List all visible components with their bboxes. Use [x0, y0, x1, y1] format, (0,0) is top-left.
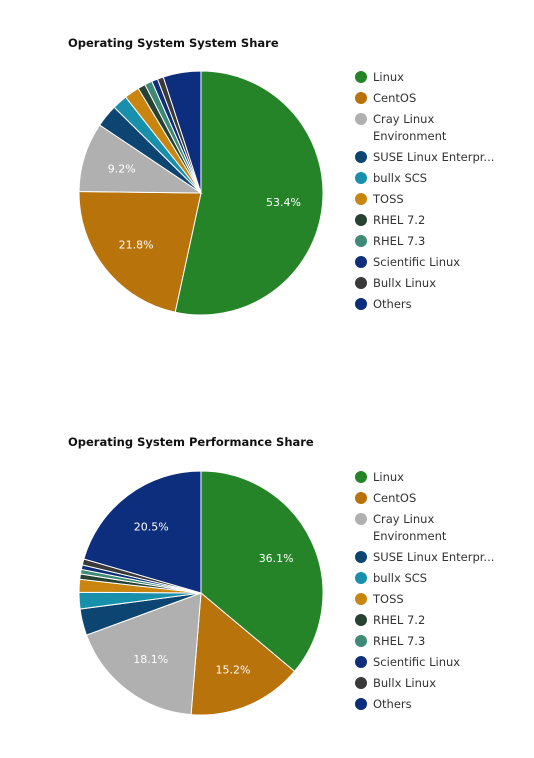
legend-swatch — [355, 172, 367, 184]
legend-item[interactable]: Others — [355, 696, 525, 713]
legend: Linux CentOS Cray Linux Environment SUSE Li… — [355, 69, 525, 317]
legend-item[interactable]: Cray Linux Environment — [355, 111, 483, 145]
legend-swatch — [355, 193, 367, 205]
slice-data-label: 21.8% — [119, 239, 154, 252]
legend-item[interactable]: bullx SCS — [355, 570, 525, 587]
legend: Linux CentOS Cray Linux Environment SUSE Li… — [355, 469, 525, 717]
legend-item[interactable]: CentOS — [355, 490, 525, 507]
legend-item[interactable]: RHEL 7.2 — [355, 612, 525, 629]
legend-swatch — [355, 235, 367, 247]
legend-swatch — [355, 214, 367, 226]
legend-label: RHEL 7.2 — [373, 613, 426, 627]
pie-slice-linux[interactable] — [174, 70, 324, 316]
legend-swatch — [355, 698, 367, 710]
legend-label: SUSE Linux Enterpr... — [373, 550, 495, 564]
legend-item[interactable]: Linux — [355, 469, 525, 486]
slice-data-label: 18.1% — [133, 653, 168, 666]
legend-swatch — [355, 492, 367, 504]
legend-item[interactable]: Scientific Linux — [355, 654, 525, 671]
legend-label: Bullx Linux — [373, 676, 437, 690]
slice-data-label: 36.1% — [259, 552, 294, 565]
performance-share-chart: Operating System Performance Share 36.1%… — [0, 400, 534, 758]
legend-label: Linux — [373, 70, 404, 84]
legend-label: CentOS — [373, 91, 417, 105]
legend-swatch — [355, 513, 367, 525]
legend-item[interactable]: bullx SCS — [355, 170, 525, 187]
slice-data-label: 15.2% — [216, 664, 251, 677]
legend-swatch — [355, 113, 367, 125]
legend-item[interactable]: Bullx Linux — [355, 675, 525, 692]
legend-label: SUSE Linux Enterpr... — [373, 150, 495, 164]
legend-label: Others — [373, 297, 412, 311]
legend-item[interactable]: Others — [355, 296, 525, 313]
pie-slice-centos[interactable] — [78, 190, 202, 313]
legend-item[interactable]: RHEL 7.3 — [355, 233, 525, 250]
legend-swatch — [355, 635, 367, 647]
pie-slice-cray-linux-environment[interactable] — [85, 592, 202, 716]
legend-swatch — [355, 551, 367, 563]
chart-title: Operating System System Share — [68, 36, 279, 50]
legend-item[interactable]: SUSE Linux Enterpr... — [355, 149, 525, 166]
slice-data-label: 53.4% — [266, 196, 301, 209]
legend-label: CentOS — [373, 491, 417, 505]
slice-data-label: 9.2% — [108, 162, 136, 175]
chart-title: Operating System Performance Share — [68, 435, 314, 449]
legend-swatch — [355, 256, 367, 268]
legend-swatch — [355, 277, 367, 289]
legend-item[interactable]: Linux — [355, 69, 525, 86]
pie-slice-linux[interactable] — [200, 470, 324, 673]
legend-label: RHEL 7.3 — [373, 234, 426, 248]
legend-swatch — [355, 151, 367, 163]
pie-chart[interactable]: 36.1% 15.2% 18.1% 20.5% — [0, 400, 340, 758]
legend-label: RHEL 7.2 — [373, 213, 426, 227]
legend-item[interactable]: RHEL 7.2 — [355, 212, 525, 229]
legend-label: Cray Linux Environment — [373, 512, 447, 543]
legend-swatch — [355, 593, 367, 605]
legend-label: RHEL 7.3 — [373, 634, 426, 648]
legend-label: Scientific Linux — [373, 255, 461, 269]
legend-label: Bullx Linux — [373, 276, 437, 290]
legend-label: TOSS — [373, 192, 404, 206]
legend-swatch — [355, 471, 367, 483]
legend-swatch — [355, 572, 367, 584]
legend-item[interactable]: RHEL 7.3 — [355, 633, 525, 650]
legend-label: bullx SCS — [373, 171, 428, 185]
legend-swatch — [355, 614, 367, 626]
legend-label: bullx SCS — [373, 571, 428, 585]
legend-label: TOSS — [373, 592, 404, 606]
legend-swatch — [355, 298, 367, 310]
legend-swatch — [355, 92, 367, 104]
legend-item[interactable]: SUSE Linux Enterpr... — [355, 549, 525, 566]
pie-slice-others[interactable] — [83, 470, 202, 594]
legend-label: Others — [373, 697, 412, 711]
legend-item[interactable]: TOSS — [355, 591, 525, 608]
legend-swatch — [355, 677, 367, 689]
pie-slice-centos[interactable] — [190, 591, 296, 716]
legend-label: Scientific Linux — [373, 655, 461, 669]
legend-swatch — [355, 656, 367, 668]
slice-data-label: 20.5% — [134, 521, 169, 534]
legend-item[interactable]: Cray Linux Environment — [355, 511, 483, 545]
legend-item[interactable]: Bullx Linux — [355, 275, 525, 292]
pie-slice-others[interactable] — [162, 70, 202, 194]
pie-chart[interactable]: 53.4% 21.8% 9.2% — [0, 0, 340, 400]
legend-item[interactable]: Scientific Linux — [355, 254, 525, 271]
system-share-chart: Operating System System Share 53.4% 21.8%… — [0, 0, 525, 400]
legend-item[interactable]: TOSS — [355, 191, 525, 208]
legend-label: Cray Linux Environment — [373, 112, 447, 143]
legend-swatch — [355, 71, 367, 83]
legend-label: Linux — [373, 470, 404, 484]
legend-item[interactable]: CentOS — [355, 90, 525, 107]
